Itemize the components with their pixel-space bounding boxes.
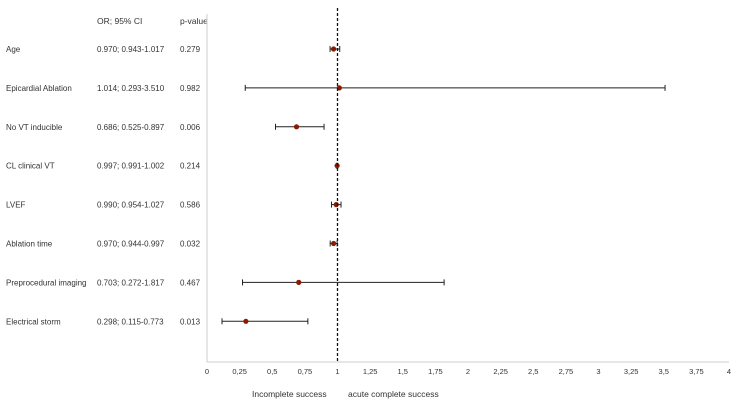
forest-rows: Age 0.970; 0.943-1.017 0.279 Epicardial Abl… [6,45,666,326]
x-tick-label: 1,5 [398,367,408,376]
row-p-value: 0.467 [180,278,201,287]
row-label: Ablation time [6,240,53,249]
header-or-ci: OR; 95% CI [97,16,142,26]
or-point [296,279,302,285]
row-p-value: 0.013 [180,317,201,326]
x-tick-label: 4 [727,367,731,376]
row-label: Preprocedural imaging [6,278,87,287]
x-tick-label: 0,5 [267,367,277,376]
row-or-ci: 0.990; 0.954-1.027 [97,201,165,210]
footer-incomplete-success: Incomplete success [252,389,327,399]
row-or-ci: 0.970; 0.944-0.997 [97,240,165,249]
or-point [243,318,249,324]
forest-row: Ablation time 0.970; 0.944-0.997 0.032 [6,240,338,249]
forest-row: Age 0.970; 0.943-1.017 0.279 [6,45,341,54]
x-tick-label: 2,75 [559,367,574,376]
x-tick-label: 0 [205,367,209,376]
row-or-ci: 0.298; 0.115-0.773 [97,317,164,326]
header-p-value: p-value [180,16,208,26]
forest-row: CL clinical VT 0.997; 0.991-1.002 0.214 [6,162,340,171]
forest-row: Preprocedural imaging 0.703; 0.272-1.817 0… [6,278,445,287]
x-tick-label: 1,75 [428,367,443,376]
or-point [330,240,337,247]
row-p-value: 0.982 [180,84,201,93]
row-p-value: 0.279 [180,45,201,54]
footer-acute-complete-success: acute complete success [348,389,439,399]
x-tick-label: 3,75 [689,367,704,376]
x-tick-label: 3,5 [659,367,669,376]
or-point [330,46,337,52]
row-label: Age [6,45,21,54]
x-tick-label: 0,25 [232,367,247,376]
row-p-value: 0.006 [180,123,201,132]
x-tick-label: 1 [335,367,339,376]
x-tick-label: 0,75 [298,367,313,376]
row-or-ci: 0.703; 0.272-1.817 [97,278,165,287]
row-or-ci: 0.970; 0.943-1.017 [97,45,165,54]
row-label: LVEF [6,201,26,210]
row-p-value: 0.032 [180,240,201,249]
forest-row: No VT inducible 0.686; 0.525-0.897 0.006 [6,123,325,132]
row-label: Epicardial Ablation [6,84,72,93]
forest-row: Epicardial Ablation 1.014; 0.293-3.510 0.9… [6,84,666,93]
forest-row: LVEF 0.990; 0.954-1.027 0.586 [6,201,342,210]
row-or-ci: 0.686; 0.525-0.897 [97,123,165,132]
x-tick-label: 1,25 [363,367,378,376]
x-tick-label: 2 [466,367,470,376]
x-tick-label: 3 [596,367,600,376]
row-or-ci: 1.014; 0.293-3.510 [97,84,165,93]
row-p-value: 0.586 [180,201,201,210]
x-tick-label: 2,5 [528,367,538,376]
x-tick-label: 3,25 [624,367,639,376]
x-axis: 0 0,25 0,5 0,75 1 1,25 1,5 1,75 2 2,25 2,5 2,75 3 3,2… [205,14,731,376]
or-point [293,124,300,130]
row-label: CL clinical VT [6,162,55,171]
row-p-value: 0.214 [180,162,201,171]
row-or-ci: 0.997; 0.991-1.002 [97,162,165,171]
row-label: No VT inducible [6,123,63,132]
row-label: Electrical storm [6,317,61,326]
x-tick-label: 2,25 [493,367,508,376]
forest-row: Electrical storm 0.298; 0.115-0.773 0.013 [6,317,309,326]
